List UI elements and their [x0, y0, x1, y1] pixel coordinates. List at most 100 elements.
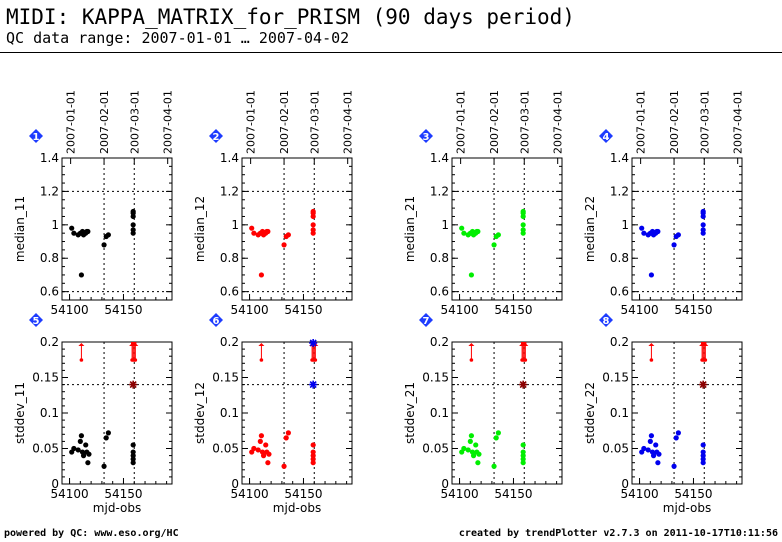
y-tick-label: 0: [51, 477, 59, 491]
y-tick-label: 0.6: [610, 285, 629, 299]
data-point: [265, 228, 271, 235]
x-tick-label: 54100: [620, 303, 658, 317]
y-axis-label: stddev_11: [13, 382, 27, 444]
y-tick-label: 0.6: [40, 285, 59, 299]
data-point: [468, 433, 475, 439]
data-point: [251, 445, 257, 452]
x-tick-label: 54100: [50, 303, 88, 317]
data-point: [645, 447, 651, 453]
panel-badge-number: 4: [603, 132, 610, 143]
x-tick-label: 54150: [674, 487, 712, 501]
data-point: [86, 451, 92, 457]
data-point: [476, 451, 482, 457]
plot-frame: [61, 341, 173, 485]
data-point: [673, 435, 679, 441]
top-date-label: 2007-01-01: [455, 90, 468, 154]
data-point: [641, 230, 647, 236]
top-date-label: 2007-04-01: [552, 90, 565, 154]
panel-badge-icon: [209, 129, 223, 143]
data-point: [700, 222, 706, 228]
outlier-arrow-icon: [648, 343, 655, 346]
data-point: [671, 242, 677, 248]
y-tick-label: 0.2: [40, 335, 59, 349]
data-point: [461, 230, 467, 236]
data-point: [700, 230, 706, 236]
panel-badge-number: 1: [33, 132, 40, 143]
y-tick-label: 0.2: [430, 335, 449, 349]
outlier-arrow-icon: [78, 343, 85, 346]
chart-panel-1: 0.6 0.8 1 1.2 1.4 54100 54150 median_11 2007-01-…: [13, 90, 175, 317]
y-tick-label: 0.15: [422, 371, 449, 385]
top-date-label: 2007-04-01: [162, 90, 175, 154]
chart-panel-5: 0 0.05 0.1 0.15 0.2 54100 54150 stddev_11 mjd-ob…: [13, 313, 173, 515]
page-title: MIDI: KAPPA_MATRIX_for_PRISM (90 days pe…: [6, 5, 575, 29]
data-point: [255, 447, 261, 453]
outlier-point: [133, 358, 138, 362]
y-tick-label: 0.1: [610, 406, 629, 420]
top-date-label: 2007-02-01: [488, 90, 501, 154]
y-tick-label: 0.6: [220, 285, 239, 299]
plot-frame: [631, 157, 743, 301]
y-tick-label: 1: [621, 218, 629, 232]
chart-panel-8: 0 0.05 0.1 0.15 0.2 54100 54150 stddev_22 mjd-ob…: [583, 313, 743, 515]
data-point: [130, 222, 136, 228]
data-point: [675, 430, 681, 436]
data-point: [80, 453, 87, 459]
data-point: [258, 433, 265, 439]
x-tick-label: 54100: [50, 487, 88, 501]
plot-frame: [631, 341, 743, 485]
data-point: [130, 213, 136, 220]
y-tick-label: 0.6: [430, 285, 449, 299]
outlier-point: [79, 358, 84, 362]
outlier-cluster: [701, 342, 707, 345]
panel-badge-number: 6: [213, 316, 220, 327]
data-point: [258, 272, 265, 278]
x-tick-label: 54100: [230, 487, 268, 501]
x-axis-label: mjd-obs: [273, 501, 321, 515]
y-tick-label: 1: [51, 218, 59, 232]
data-point: [285, 232, 291, 238]
data-point: [281, 463, 287, 469]
data-point: [675, 232, 681, 238]
data-point: [78, 433, 85, 439]
y-tick-label: 0.8: [40, 251, 59, 265]
top-date-label: 2007-01-01: [65, 90, 78, 154]
panel-badge-number: 7: [423, 316, 430, 327]
median-marker-icon: [699, 380, 708, 389]
data-point: [265, 460, 271, 466]
data-point: [310, 222, 316, 228]
data-point: [465, 447, 471, 453]
y-tick-label: 0: [441, 477, 449, 491]
panel-badge-number: 3: [423, 132, 430, 143]
top-date-label: 2007-03-01: [518, 90, 531, 154]
y-tick-label: 0.15: [212, 371, 239, 385]
data-point: [85, 228, 91, 235]
data-point: [641, 445, 647, 452]
y-tick-label: 0: [231, 477, 239, 491]
y-tick-label: 0.1: [40, 406, 59, 420]
top-date-label: 2007-03-01: [308, 90, 321, 154]
data-point: [249, 225, 255, 231]
panel-badge-icon: [599, 129, 613, 143]
data-point: [656, 451, 662, 457]
top-date-label: 2007-02-01: [278, 90, 291, 154]
data-point: [491, 242, 497, 248]
data-point: [105, 232, 111, 238]
y-tick-label: 1: [441, 218, 449, 232]
y-axis-label: stddev_22: [583, 382, 597, 444]
data-point: [653, 442, 659, 448]
outlier-cluster: [521, 342, 527, 345]
panel-badge-icon: [419, 129, 433, 143]
panel-badge-icon: [599, 313, 613, 327]
top-date-label: 2007-04-01: [342, 90, 355, 154]
top-date-label: 2007-03-01: [698, 90, 711, 154]
y-axis-label: median_11: [13, 196, 27, 262]
top-date-label: 2007-03-01: [128, 90, 141, 154]
data-point: [130, 230, 136, 236]
y-tick-label: 0.05: [422, 442, 449, 456]
data-point: [266, 451, 272, 457]
data-point: [470, 453, 477, 459]
top-date-label: 2007-01-01: [245, 90, 258, 154]
data-point: [495, 232, 501, 238]
